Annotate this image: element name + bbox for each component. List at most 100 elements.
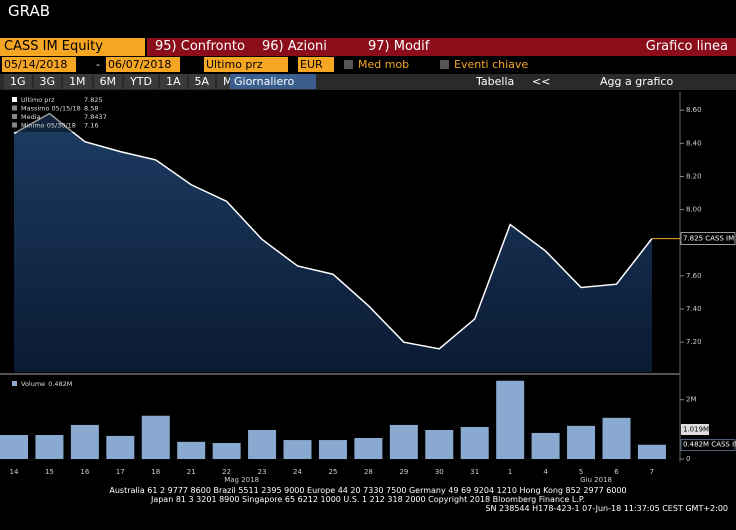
footer-line: Japan 81 3 3201 8900 Singapore 65 6212 1… xyxy=(150,495,586,504)
volume-bar xyxy=(70,424,99,460)
y-tick-label: 0 xyxy=(686,455,690,463)
menu-item[interactable]: 97) Modif xyxy=(368,39,430,54)
period-button[interactable]: 5A xyxy=(188,74,216,89)
period-button[interactable]: YTD xyxy=(124,74,158,89)
x-tick-label: 15 xyxy=(45,468,54,476)
date-separator: - xyxy=(96,58,100,71)
period-button[interactable]: 3G xyxy=(33,74,62,89)
volume-bar xyxy=(567,425,596,460)
y-tick-label: 8.20 xyxy=(686,172,702,180)
frequency-select[interactable]: Giornaliero xyxy=(230,74,316,89)
volume-bar xyxy=(531,432,560,460)
currency-select[interactable]: EUR xyxy=(298,57,334,72)
x-tick-label: 31 xyxy=(470,468,479,476)
x-tick-label: 7 xyxy=(650,468,654,476)
volume-legend: Volume 0.482M xyxy=(21,380,72,388)
volume-bar xyxy=(602,417,631,460)
month-label: Mag 2018 xyxy=(224,476,259,484)
x-tick-label: 18 xyxy=(151,468,160,476)
start-date[interactable]: 05/14/2018 xyxy=(2,57,76,72)
legend-icon xyxy=(12,97,17,102)
legend-icon xyxy=(12,114,17,119)
last-box xyxy=(680,439,736,452)
volume-bar xyxy=(283,440,312,460)
volume-bar xyxy=(354,437,383,460)
x-tick-label: 1 xyxy=(508,468,512,476)
x-tick-label: 6 xyxy=(614,468,619,476)
volume-bar xyxy=(106,435,135,460)
x-tick-label: 16 xyxy=(80,468,89,476)
x-tick-label: 28 xyxy=(364,468,373,476)
field-select[interactable]: Ultimo prz xyxy=(204,57,288,72)
last-label: 7.825 CASS IM xyxy=(683,235,734,243)
footer: Australia 61 2 9777 8600 Brazil 5511 239… xyxy=(0,486,736,513)
chart-kind[interactable]: Grafico linea xyxy=(645,39,728,54)
security-input[interactable]: CASS IM Equity xyxy=(0,38,145,56)
x-tick-label: 24 xyxy=(293,468,302,476)
last-label: 0.482M CASS IM xyxy=(683,441,736,449)
legend-value: 7.16 xyxy=(84,122,98,130)
ma-label: 1.019M xyxy=(683,426,709,434)
x-tick-label: 17 xyxy=(116,468,125,476)
legend-label: Media xyxy=(21,113,41,121)
volume-bar xyxy=(177,441,206,460)
volume-bar xyxy=(637,444,666,460)
y-tick-label: 8.60 xyxy=(686,106,702,114)
volume-bar xyxy=(460,427,489,460)
x-tick-label: 29 xyxy=(399,468,408,476)
volume-bar xyxy=(35,435,64,460)
footer-line: SN 238544 H178-423-1 07-Jun-18 11:37:05 … xyxy=(485,504,728,513)
month-label: Giu 2018 xyxy=(580,476,612,484)
checkbox[interactable] xyxy=(440,60,449,69)
legend-icon xyxy=(12,105,17,111)
legend-icon xyxy=(12,381,17,386)
table-button[interactable]: Tabella xyxy=(476,75,515,88)
moving-avg[interactable]: Med mob xyxy=(358,58,410,71)
back-button[interactable]: << xyxy=(532,75,551,88)
y-tick-label: 8.40 xyxy=(686,139,702,147)
y-tick-label: 8.00 xyxy=(686,206,702,214)
period-button[interactable]: 1G xyxy=(4,74,32,89)
menu-item[interactable]: 95) Confronto xyxy=(155,39,245,54)
legend-box xyxy=(6,94,110,132)
period-bar: 1G3G1M6MYTD1A5AMass xyxy=(4,74,259,89)
legend-label: Ultimo prz xyxy=(21,96,55,104)
key-events[interactable]: Eventi chiave xyxy=(454,58,529,71)
chart: 8.608.408.208.007.807.607.407.207.825 CA… xyxy=(0,92,736,484)
period-button[interactable]: 6M xyxy=(93,74,123,89)
volume-bar xyxy=(212,443,241,460)
last-box xyxy=(680,232,736,245)
y-tick-label: 2M xyxy=(686,396,697,404)
footer-line: Australia 61 2 9777 8600 Brazil 5511 239… xyxy=(109,486,627,495)
price-line xyxy=(13,112,653,350)
legend-label: Minimo 05/30/18 xyxy=(21,122,76,130)
add-button[interactable]: Agg a grafico xyxy=(600,75,674,88)
x-tick-label: 14 xyxy=(10,468,19,476)
volume-bar xyxy=(318,440,347,460)
x-tick-label: 30 xyxy=(435,468,444,476)
volume-bar xyxy=(0,435,28,460)
legend-name: Volume xyxy=(21,380,45,388)
legend-value: 0.482M xyxy=(48,380,72,388)
checkbox[interactable] xyxy=(344,60,353,69)
legend-value: 7.825 xyxy=(84,96,103,104)
end-date[interactable]: 06/07/2018 xyxy=(106,57,180,72)
ma-box xyxy=(681,424,709,435)
y-tick-label: 7.40 xyxy=(686,305,702,313)
x-tick-label: 22 xyxy=(222,468,231,476)
window-title: GRAB xyxy=(8,2,50,20)
period-button[interactable]: 1A xyxy=(159,74,187,89)
y-tick-label: 7.20 xyxy=(686,338,702,346)
x-tick-label: 4 xyxy=(543,468,548,476)
volume-bar xyxy=(389,424,418,460)
period-button[interactable]: 1M xyxy=(63,74,92,89)
x-tick-label: 5 xyxy=(579,468,583,476)
x-tick-label: 23 xyxy=(258,468,267,476)
legend-icon xyxy=(12,122,17,128)
menu-item[interactable]: 96) Azioni xyxy=(262,39,327,54)
volume-bar xyxy=(248,429,277,460)
menu-bar xyxy=(147,38,736,56)
x-tick-label: 25 xyxy=(328,468,337,476)
x-tick-label: 21 xyxy=(187,468,196,476)
